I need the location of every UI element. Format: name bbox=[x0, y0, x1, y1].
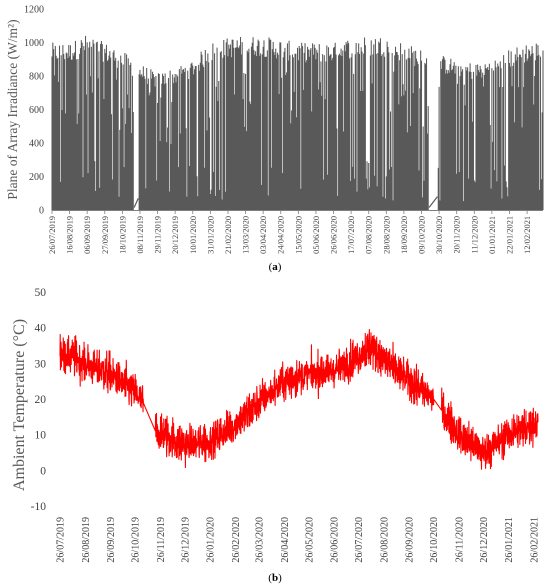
irradiance-series bbox=[51, 35, 544, 210]
x-tick-label: 26/12/2020 bbox=[479, 517, 490, 563]
temperature-series bbox=[59, 329, 539, 470]
gap-connector bbox=[133, 196, 438, 208]
y-tick-label: 50 bbox=[35, 287, 47, 299]
x-tick-label: 29/11/2019 bbox=[154, 216, 163, 254]
y-tick-label: 400 bbox=[29, 139, 44, 150]
x-tick-label: 26/07/2019 bbox=[48, 216, 57, 254]
y-tick-label: 40 bbox=[35, 323, 47, 335]
x-tick-label: 26/06/2020 bbox=[330, 517, 341, 563]
irradiance-bars bbox=[51, 35, 544, 210]
x-tick-label: 26/02/2020 bbox=[231, 517, 242, 563]
x-tick-label: 18/10/2019 bbox=[118, 216, 127, 254]
x-tick-label: 26/01/2020 bbox=[206, 517, 217, 563]
x-tick-label: 21/02/2020 bbox=[224, 216, 233, 254]
x-tick-label: 26/01/2021 bbox=[504, 517, 515, 563]
x-tick-label: 31/01/2020 bbox=[206, 216, 215, 254]
x-tick-label: 11/12/2020 bbox=[470, 216, 479, 254]
y-tick-label: 1000 bbox=[24, 38, 44, 49]
x-tick-label: 26/07/2019 bbox=[56, 517, 67, 563]
y-axis-label: Ambient Temperature (°C) bbox=[11, 319, 28, 491]
x-tick-label: 27/09/2019 bbox=[101, 216, 110, 254]
x-tick-label: 06/09/2019 bbox=[83, 216, 92, 254]
x-tick-label: 03/04/2020 bbox=[259, 216, 268, 254]
x-tick-label: 01/01/2021 bbox=[488, 216, 497, 254]
x-tick-label: 26/12/2019 bbox=[180, 517, 191, 563]
y-tick-label: 1200 bbox=[24, 5, 44, 16]
x-tick-label: 26/11/2019 bbox=[156, 517, 167, 562]
x-tick-label: 24/04/2020 bbox=[277, 216, 286, 254]
x-tick-label: 26/04/2020 bbox=[280, 517, 291, 563]
y-tick-label: 20 bbox=[35, 394, 47, 406]
x-tick-label: 26/09/2019 bbox=[106, 517, 117, 563]
x-tick-label: 16/08/2019 bbox=[66, 216, 75, 254]
x-tick-label: 26/06/2020 bbox=[330, 216, 339, 254]
x-tick-label: 10/01/2020 bbox=[189, 216, 198, 254]
temperature-chart: Ambient Temperature (°C)-10 0 10 20 30 40 50 26… bbox=[11, 287, 540, 584]
y-tick-label: 30 bbox=[35, 358, 47, 370]
x-tick-label: 26/08/2019 bbox=[81, 517, 92, 563]
x-tick-label: 30/10/2020 bbox=[435, 216, 444, 254]
x-tick-label: 08/11/2019 bbox=[136, 216, 145, 254]
x-tick-label: 15/05/2020 bbox=[294, 216, 303, 254]
x-tick-label: 26/02/2021 bbox=[529, 517, 540, 563]
x-tick-label: 07/08/2020 bbox=[365, 216, 374, 254]
x-tick-label: 26/05/2020 bbox=[304, 517, 315, 563]
x-tick-label: 28/08/2020 bbox=[382, 216, 391, 254]
x-tick-label: 20/12/2019 bbox=[171, 216, 180, 254]
y-tick-label: 10 bbox=[35, 430, 47, 442]
y-tick-label: 200 bbox=[29, 172, 44, 183]
y-tick-label: 600 bbox=[29, 105, 44, 116]
irradiance-chart: Plane of Array Irradiance (W/m²) 0 200 400 6… bbox=[5, 5, 544, 273]
x-tick-label: 26/09/2020 bbox=[405, 517, 416, 563]
x-tick-label: 26/10/2019 bbox=[131, 517, 142, 563]
panel-label-b: (b) bbox=[268, 572, 282, 584]
x-tick-label: 13/03/2020 bbox=[242, 216, 251, 254]
panel-label-a: (a) bbox=[269, 261, 282, 273]
x-tick-label: 05/06/2020 bbox=[312, 216, 321, 254]
x-tick-label: 26/03/2020 bbox=[255, 517, 266, 563]
x-tick-label: 17/07/2020 bbox=[347, 216, 356, 254]
x-tick-label: 26/08/2020 bbox=[379, 517, 390, 563]
x-tick-label: 26/10/2020 bbox=[429, 517, 440, 563]
x-tick-label: 18/09/2020 bbox=[400, 216, 409, 254]
x-tick-label: 20/11/2020 bbox=[453, 216, 462, 254]
y-tick-label: 0 bbox=[40, 465, 46, 477]
y-tick-label: 800 bbox=[29, 72, 44, 83]
y-axis-label: Plane of Array Irradiance (W/m²) bbox=[5, 19, 20, 199]
x-tick-label: 09/10/2020 bbox=[418, 216, 427, 254]
x-tick-label: 12/02/2021 bbox=[523, 216, 532, 254]
y-tick-label: -10 bbox=[31, 501, 47, 513]
x-tick-label: 22/01/2021 bbox=[506, 216, 515, 254]
x-tick-label: 26/11/2020 bbox=[454, 517, 465, 562]
x-tick-label: 26/07/2020 bbox=[354, 517, 365, 563]
y-tick-label: 0 bbox=[39, 206, 44, 217]
